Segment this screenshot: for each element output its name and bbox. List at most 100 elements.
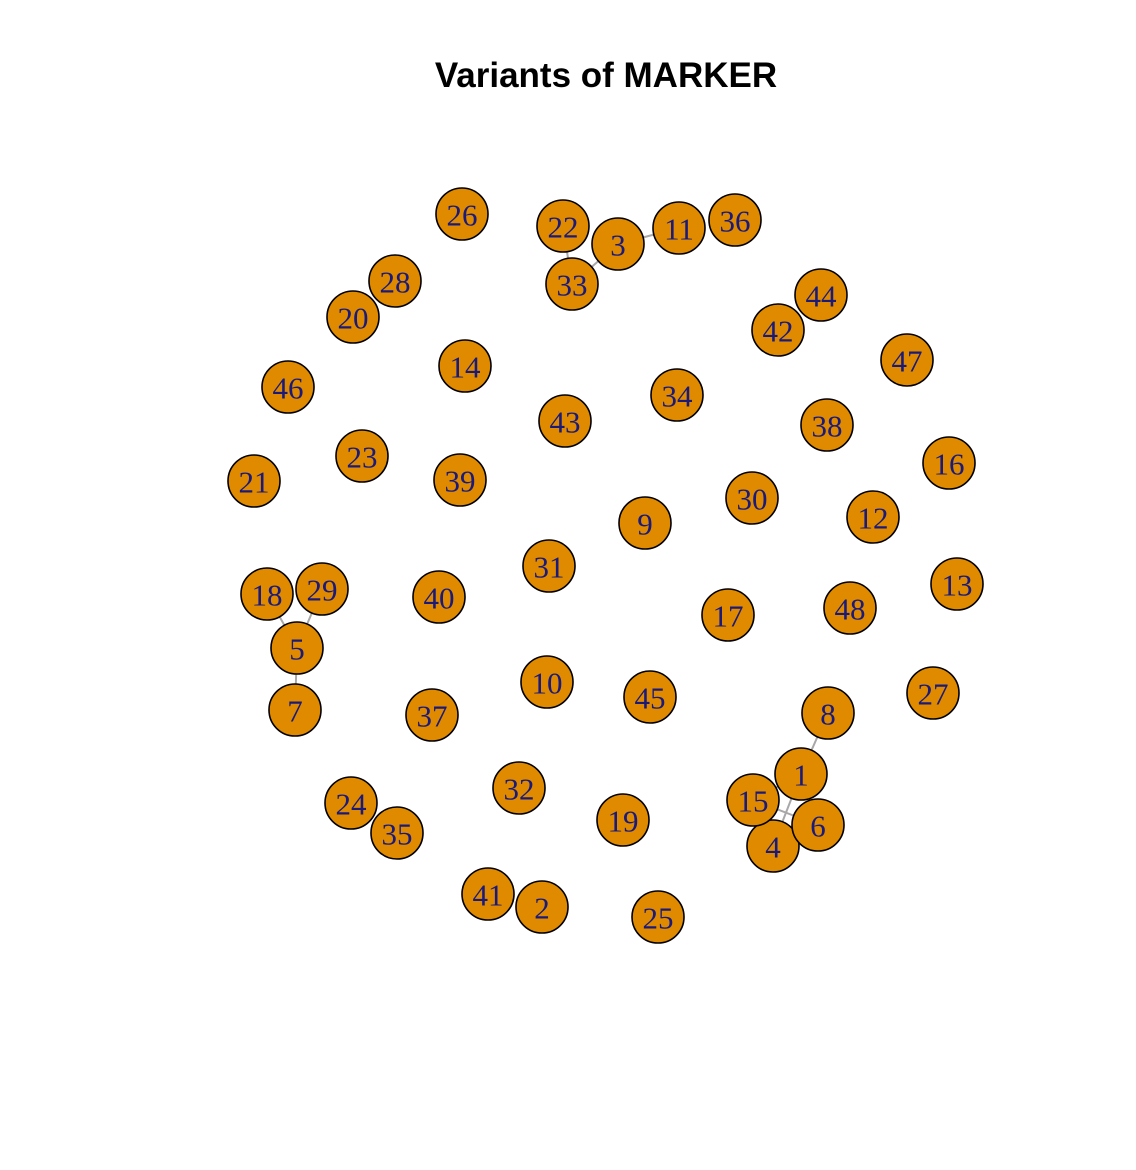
node-27: 27 [906,666,960,720]
node-21: 21 [227,454,281,508]
node-label: 23 [347,440,378,475]
node-39: 39 [433,453,487,507]
node-28: 28 [368,254,422,308]
node-circle [461,867,515,921]
node-circle [652,201,706,255]
node-19: 19 [596,793,650,847]
node-label: 6 [810,809,826,844]
node-11: 11 [652,201,706,255]
node-circle [536,199,590,253]
node-circle [324,776,378,830]
node-label: 3 [610,228,626,263]
node-circle [708,193,762,247]
node-circle [801,686,855,740]
node-label: 16 [934,447,965,482]
node-label: 5 [289,632,305,667]
node-circle [922,436,976,490]
node-24: 24 [324,776,378,830]
node-label: 1 [793,758,809,793]
node-7: 7 [268,683,322,737]
node-38: 38 [800,398,854,452]
node-circle [270,621,324,675]
node-circle [520,655,574,709]
node-label: 19 [608,804,639,839]
node-2: 2 [515,880,569,934]
node-label: 46 [273,371,304,406]
node-3: 3 [591,217,645,271]
node-circle [538,394,592,448]
node-circle [751,303,805,357]
node-label: 20 [338,301,369,336]
node-label: 30 [737,482,768,517]
node-44: 44 [794,268,848,322]
node-label: 10 [532,666,563,701]
node-circle [774,747,828,801]
node-46: 46 [261,360,315,414]
node-circle [335,429,389,483]
node-label: 12 [858,501,889,536]
node-23: 23 [335,429,389,483]
node-48: 48 [823,581,877,635]
node-label: 28 [380,265,411,300]
node-label: 34 [662,379,694,414]
node-40: 40 [412,570,466,624]
node-circle [412,570,466,624]
node-label: 48 [835,592,866,627]
node-circle [492,761,546,815]
node-circle [650,368,704,422]
node-14: 14 [438,339,492,393]
node-34: 34 [650,368,704,422]
node-label: 24 [336,787,368,822]
node-label: 31 [534,550,565,585]
node-circle [261,360,315,414]
node-label: 33 [557,268,588,303]
node-30: 30 [725,471,779,525]
node-circle [794,268,848,322]
node-circle [591,217,645,271]
node-circle [240,567,294,621]
node-circle [435,187,489,241]
node-47: 47 [880,333,934,387]
node-circle [326,290,380,344]
node-circle [791,798,845,852]
node-circle [618,496,672,550]
node-43: 43 [538,394,592,448]
node-circle [846,490,900,544]
node-circle [823,581,877,635]
node-1: 1 [774,747,828,801]
node-label: 42 [763,314,794,349]
node-label: 32 [504,772,535,807]
node-5: 5 [270,621,324,675]
node-37: 37 [405,688,459,742]
node-label: 17 [713,599,744,634]
node-label: 14 [450,350,482,385]
node-circle [800,398,854,452]
node-32: 32 [492,761,546,815]
node-label: 29 [307,573,338,608]
node-4: 4 [746,819,800,873]
node-circle [370,806,424,860]
node-label: 35 [382,817,413,852]
node-circle [433,453,487,507]
node-circle [725,471,779,525]
node-circle [268,683,322,737]
node-33: 33 [545,257,599,311]
node-circle [368,254,422,308]
node-circle [631,890,685,944]
node-25: 25 [631,890,685,944]
node-circle [295,562,349,616]
node-label: 18 [252,578,283,613]
node-label: 9 [637,507,653,542]
node-9: 9 [618,496,672,550]
node-label: 45 [635,681,666,716]
node-circle [596,793,650,847]
node-20: 20 [326,290,380,344]
node-circle [405,688,459,742]
node-circle [522,539,576,593]
node-circle [438,339,492,393]
node-label: 26 [447,198,478,233]
node-circle [746,819,800,873]
node-label: 43 [550,405,581,440]
